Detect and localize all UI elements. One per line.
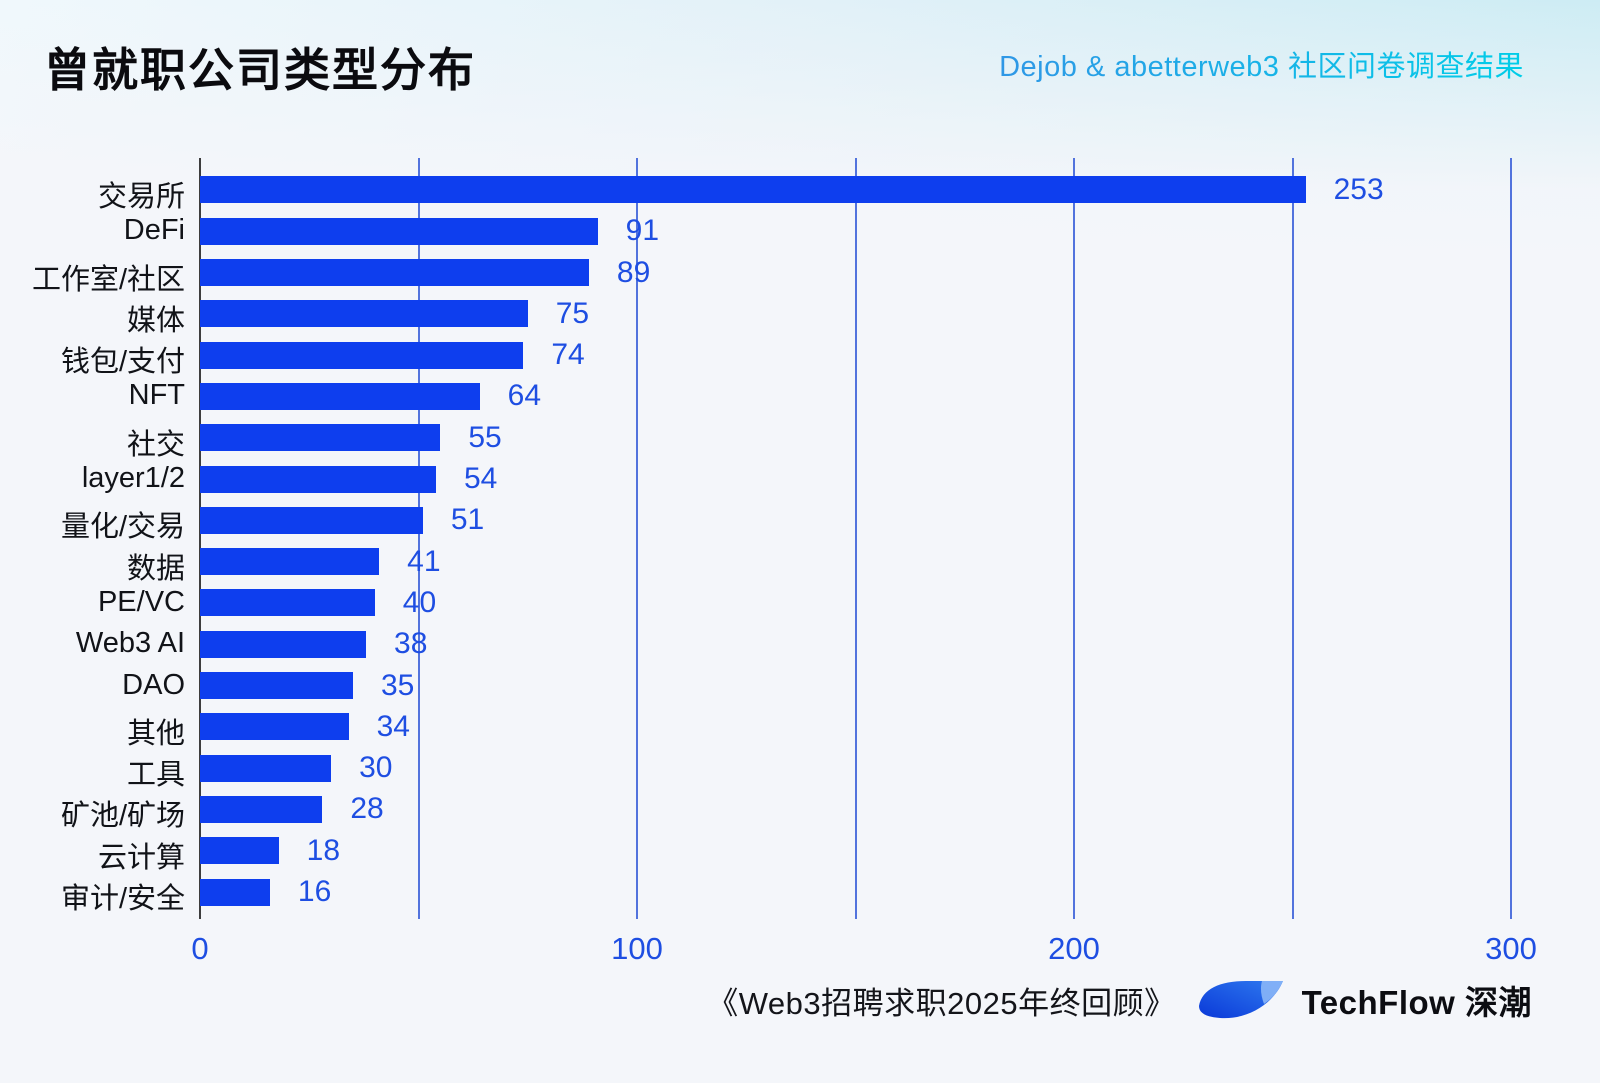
- value-label: 253: [1333, 172, 1384, 206]
- bar-row: 审计/安全 16: [0, 871, 1600, 915]
- x-tick-label: 200: [1048, 931, 1100, 966]
- category-label: 矿池/矿场: [60, 800, 185, 833]
- bar: [200, 176, 1306, 204]
- bar-row: 钱包/支付 74: [0, 335, 1600, 378]
- bar: [200, 548, 380, 576]
- category-label: 审计/安全: [60, 883, 185, 916]
- y-axis-line: [199, 158, 201, 919]
- bar: [200, 878, 270, 906]
- value-label: 18: [306, 833, 341, 867]
- category-label: NFT: [128, 379, 185, 412]
- bar: [200, 259, 589, 287]
- value-label: 40: [402, 585, 437, 619]
- category-label: PE/VC: [97, 585, 185, 618]
- x-tick-label: 300: [1485, 931, 1537, 966]
- bar-row: Web3 AI 38: [0, 624, 1600, 665]
- category-label: 交易所: [97, 180, 185, 213]
- value-label: 34: [376, 709, 410, 743]
- value-label: 16: [297, 875, 332, 909]
- bar-row: PE/VC 40: [0, 582, 1600, 623]
- bar-row: 工作室/社区 89: [0, 252, 1600, 296]
- gridline-200: [1073, 158, 1075, 919]
- bar: [200, 672, 353, 700]
- category-label: 工作室/社区: [31, 263, 185, 296]
- bar: [200, 630, 367, 658]
- bar: [200, 341, 524, 369]
- bar-row: layer1/2 54: [0, 458, 1600, 499]
- x-tick-label: 0: [191, 931, 209, 966]
- bar: [200, 589, 375, 617]
- bar-row: 矿池/矿场 28: [0, 789, 1600, 832]
- gridline-150: [854, 158, 857, 919]
- bar-row: 交易所 253: [0, 169, 1600, 213]
- x-tick-label: 100: [611, 931, 663, 966]
- gridline-250: [1291, 158, 1294, 919]
- techflow-leaf-logo-icon: [1198, 981, 1283, 1019]
- category-label: layer1/2: [81, 462, 185, 495]
- gridline-50: [417, 158, 420, 919]
- gridline-100: [636, 158, 638, 919]
- bar: [200, 382, 480, 410]
- category-label: 媒体: [126, 304, 185, 337]
- bar: [200, 506, 423, 534]
- category-label: 钱包/支付: [60, 346, 185, 379]
- bar-row: 数据 41: [0, 541, 1600, 585]
- category-label: DeFi: [123, 214, 185, 247]
- bar-row: NFT 64: [0, 376, 1600, 417]
- value-label: 51: [450, 503, 485, 537]
- value-label: 64: [507, 379, 542, 413]
- bar: [200, 754, 332, 782]
- value-label: 35: [380, 668, 415, 702]
- bar: [200, 713, 349, 741]
- value-label: 41: [407, 544, 441, 578]
- bar-row: 量化/交易 51: [0, 500, 1600, 543]
- category-label: 数据: [126, 552, 185, 585]
- report-source-text: 《Web3招聘求职2025年终回顾》: [707, 985, 1176, 1021]
- category-label: 云计算: [97, 841, 185, 874]
- value-label: 28: [350, 792, 384, 826]
- category-label: 社交: [126, 428, 185, 461]
- bar: [200, 465, 436, 493]
- bar: [200, 424, 441, 452]
- brand-name: TechFlow 深潮: [1301, 984, 1532, 1021]
- techflow-brand: TechFlow 深潮: [1198, 976, 1532, 1024]
- bar: [200, 300, 528, 328]
- bar-row: DAO 35: [0, 665, 1600, 706]
- value-label: 75: [555, 296, 590, 330]
- bar-row: 云计算 18: [0, 830, 1600, 874]
- page-title: 曾就职公司类型分布: [44, 44, 476, 96]
- value-label: 54: [463, 462, 498, 496]
- value-label: 30: [359, 751, 393, 785]
- category-label: 量化/交易: [60, 511, 185, 544]
- survey-source-subtitle: Dejob & abetterweb3 社区问卷调查结果: [999, 43, 1524, 85]
- gridline-300: [1510, 158, 1512, 919]
- bar-row: 其他 34: [0, 706, 1600, 750]
- value-label: 55: [468, 420, 502, 454]
- category-label: 工具: [126, 759, 185, 792]
- bar: [200, 837, 279, 865]
- footer: 《Web3招聘求职2025年终回顾》 TechFlow 深潮: [707, 976, 1532, 1024]
- bar: [200, 217, 598, 245]
- value-label: 89: [616, 255, 651, 289]
- bar: [200, 795, 323, 823]
- category-label: Web3 AI: [75, 627, 185, 660]
- bar-row: 社交 55: [0, 417, 1600, 461]
- bar-row: DeFi 91: [0, 211, 1600, 252]
- value-label: 91: [625, 214, 660, 248]
- value-label: 74: [551, 338, 585, 372]
- category-label: 其他: [126, 717, 185, 750]
- value-label: 38: [394, 627, 428, 661]
- category-label: DAO: [122, 668, 185, 701]
- bar-row: 媒体 75: [0, 293, 1600, 337]
- bar-row: 工具 30: [0, 748, 1600, 791]
